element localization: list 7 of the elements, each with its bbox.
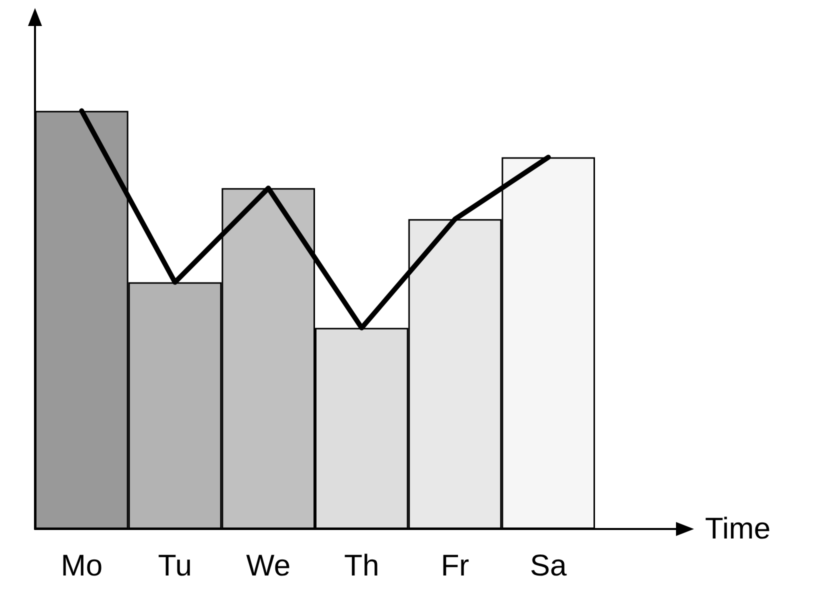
x-tick-label: Sa (530, 550, 567, 582)
x-tick-label: Mo (60, 550, 103, 582)
x-tick-label: We (246, 550, 291, 582)
x-axis-title: Time (705, 512, 771, 546)
x-tick-label: Tu (158, 550, 192, 582)
x-tick-label: Th (344, 550, 380, 582)
x-tick-label: Fr (440, 550, 470, 582)
